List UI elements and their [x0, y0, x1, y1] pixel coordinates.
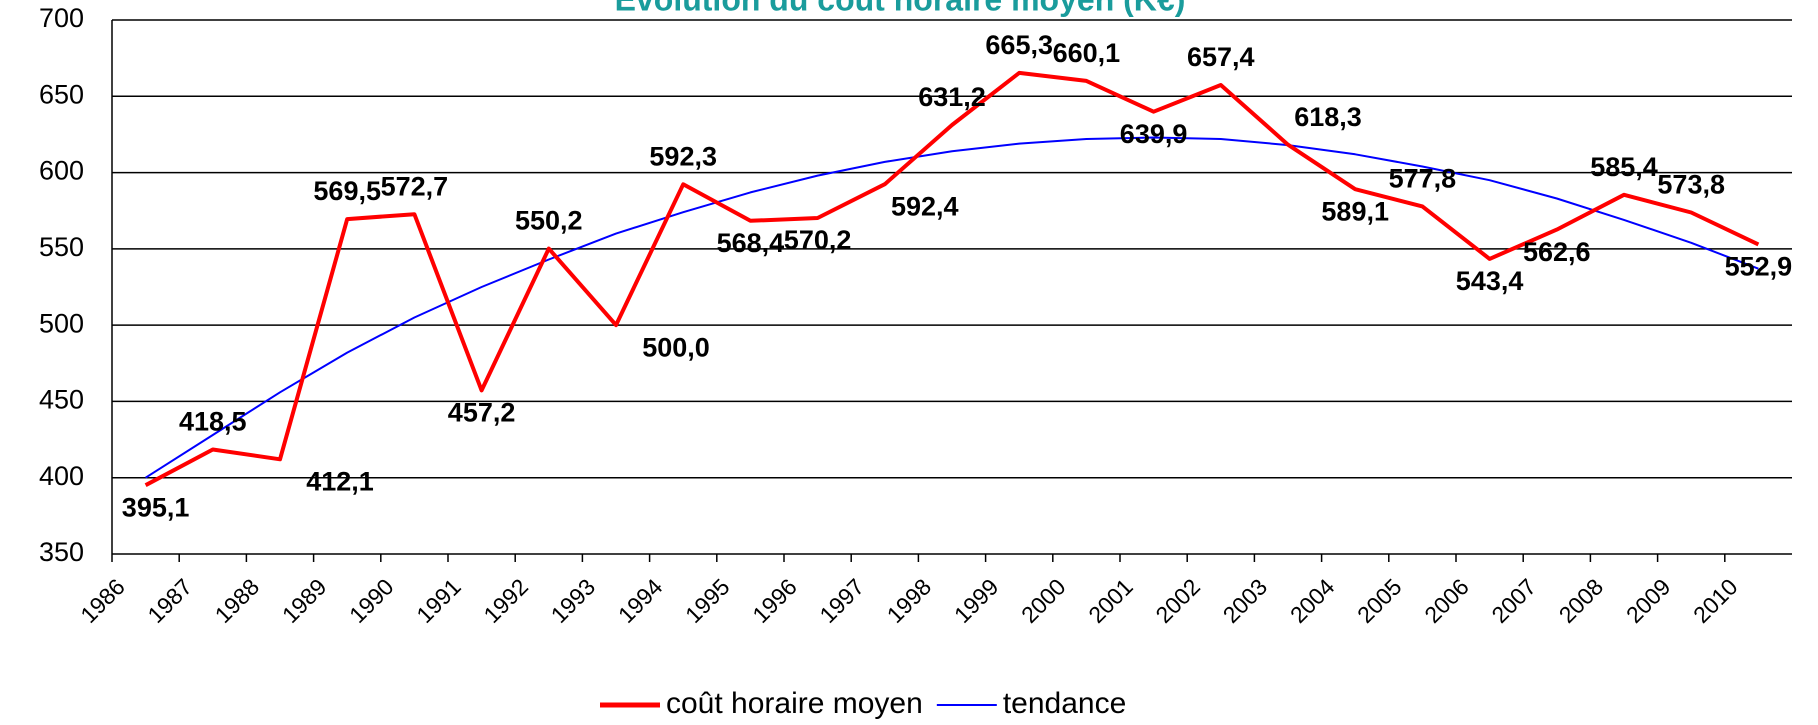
x-tick-label: 1987 — [142, 573, 197, 628]
data-label: 572,7 — [381, 171, 449, 201]
data-label: 577,8 — [1389, 164, 1457, 194]
data-label: 500,0 — [642, 332, 710, 362]
data-label: 395,1 — [122, 492, 190, 522]
x-tick-label: 2001 — [1083, 573, 1138, 628]
chart-title: Evolution du coût horaire moyen (K€) — [615, 0, 1186, 17]
data-label: 568,4 — [717, 228, 785, 258]
x-tick-label: 1986 — [75, 573, 130, 628]
y-tick-label: 350 — [39, 537, 84, 567]
x-tick-label: 2002 — [1150, 573, 1205, 628]
x-tick-label: 2006 — [1419, 573, 1474, 628]
data-label: 592,4 — [891, 191, 959, 221]
x-tick-label: 2008 — [1554, 573, 1609, 628]
data-label: 550,2 — [515, 206, 583, 236]
x-tick-label: 1990 — [344, 573, 399, 628]
x-tick-label: 1994 — [613, 573, 668, 628]
y-tick-label: 550 — [39, 232, 84, 262]
legend-label: tendance — [1003, 687, 1126, 720]
y-tick-label: 400 — [39, 461, 84, 491]
legend-label: coût horaire moyen — [666, 687, 923, 720]
data-label: 569,5 — [313, 176, 381, 206]
data-label: 665,3 — [985, 30, 1053, 60]
data-label: 573,8 — [1657, 170, 1725, 200]
y-tick-label: 650 — [39, 79, 84, 109]
y-tick-label: 500 — [39, 308, 84, 338]
x-tick-label: 1989 — [277, 573, 332, 628]
x-tick-label: 1991 — [411, 573, 466, 628]
y-tick-label: 700 — [39, 3, 84, 33]
data-label: 543,4 — [1456, 266, 1524, 296]
series-line — [145, 136, 1759, 479]
x-tick-label: 1996 — [747, 573, 802, 628]
x-tick-label: 1997 — [814, 573, 869, 628]
series-line — [144, 70, 1760, 487]
x-tick-label: 2010 — [1688, 573, 1743, 628]
x-tick-label: 2003 — [1218, 573, 1273, 628]
x-tick-label: 1993 — [546, 573, 601, 628]
data-label: 639,9 — [1120, 119, 1188, 149]
x-tick-label: 2009 — [1621, 573, 1676, 628]
data-label: 657,4 — [1187, 42, 1255, 72]
x-tick-label: 2000 — [1016, 573, 1071, 628]
data-label: 585,4 — [1590, 152, 1658, 182]
data-label: 631,2 — [918, 82, 986, 112]
x-tick-label: 1988 — [210, 573, 265, 628]
data-label: 618,3 — [1294, 102, 1362, 132]
x-tick-label: 1992 — [478, 573, 533, 628]
data-label: 412,1 — [306, 466, 374, 496]
x-tick-label: 1999 — [949, 573, 1004, 628]
data-label: 570,2 — [784, 225, 852, 255]
data-label: 552,9 — [1725, 252, 1793, 282]
data-label: 457,2 — [448, 398, 516, 428]
x-tick-label: 1995 — [680, 573, 735, 628]
data-label: 418,5 — [179, 407, 247, 437]
y-tick-label: 600 — [39, 156, 84, 186]
x-tick-label: 2004 — [1285, 573, 1340, 628]
data-label: 592,3 — [649, 141, 717, 171]
data-label: 660,1 — [1053, 38, 1121, 68]
y-tick-label: 450 — [39, 385, 84, 415]
x-tick-label: 1998 — [882, 573, 937, 628]
data-label: 562,6 — [1523, 237, 1591, 267]
x-tick-label: 2005 — [1352, 573, 1407, 628]
x-tick-label: 2007 — [1486, 573, 1541, 628]
data-label: 589,1 — [1321, 196, 1389, 226]
